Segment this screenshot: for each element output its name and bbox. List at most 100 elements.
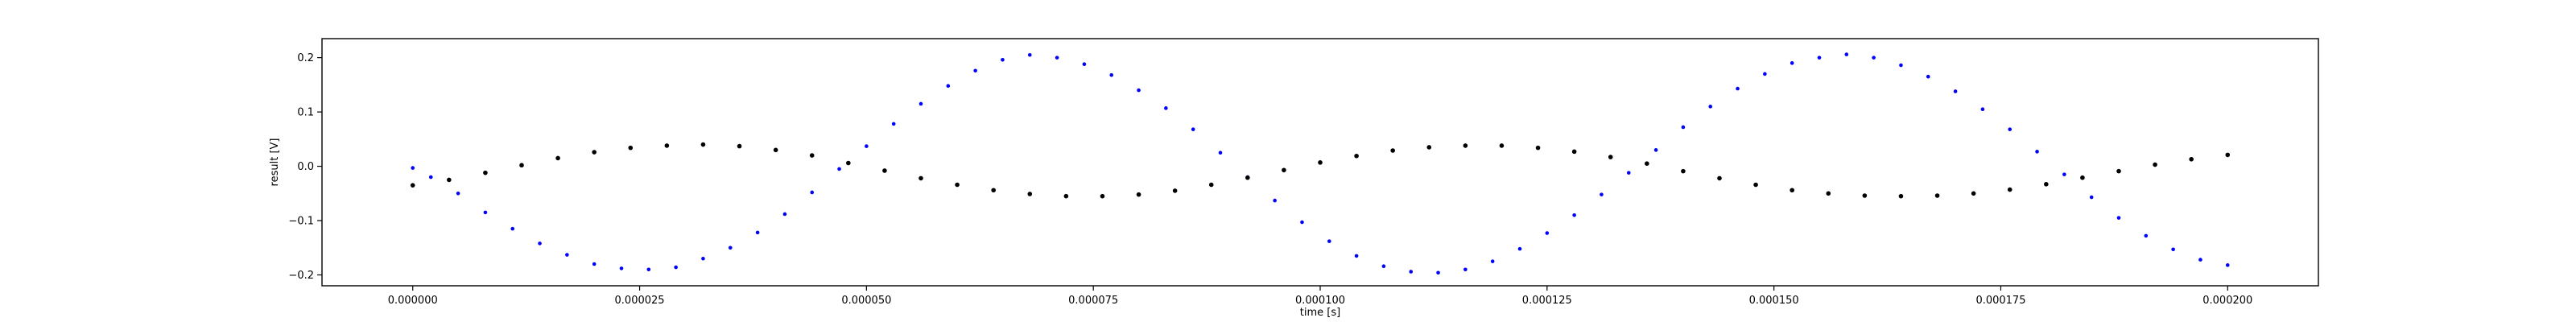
data-point-1-22 — [1208, 182, 1214, 188]
series-layer — [410, 52, 2231, 275]
data-point-1-13 — [882, 168, 887, 173]
data-point-1-25 — [1318, 160, 1323, 165]
data-point-0-44 — [1600, 192, 1604, 196]
data-point-1-18 — [1063, 193, 1069, 199]
data-point-1-6 — [628, 145, 634, 151]
data-point-1-15 — [955, 182, 960, 188]
data-point-0-14 — [782, 212, 787, 217]
data-point-0-10 — [674, 265, 678, 270]
data-point-0-40 — [1490, 259, 1495, 263]
data-point-0-9 — [646, 267, 651, 272]
y-tick-label: −0.1 — [288, 216, 314, 228]
data-point-1-7 — [664, 143, 670, 148]
data-point-0-36 — [1381, 264, 1386, 269]
data-point-1-0 — [410, 183, 415, 188]
data-point-0-45 — [1626, 171, 1631, 175]
data-point-0-58 — [1980, 107, 1985, 112]
data-point-0-17 — [865, 144, 869, 148]
data-point-0-63 — [2116, 216, 2121, 220]
data-point-0-67 — [2225, 263, 2230, 267]
data-point-0-22 — [1001, 58, 1005, 62]
y-tick-label: 0.0 — [297, 161, 314, 173]
data-point-1-21 — [1172, 188, 1178, 193]
data-point-0-26 — [1109, 72, 1114, 77]
data-point-1-45 — [2044, 182, 2049, 187]
data-point-0-29 — [1191, 127, 1195, 131]
data-point-0-19 — [919, 101, 923, 106]
y-axis-label: result [V] — [269, 138, 281, 187]
data-point-1-3 — [519, 163, 524, 168]
series-1 — [410, 142, 2231, 199]
series-0 — [411, 52, 2230, 275]
data-point-0-42 — [1545, 231, 1550, 235]
data-point-1-48 — [2153, 162, 2157, 167]
data-point-1-26 — [1354, 153, 1359, 159]
data-point-0-13 — [755, 230, 760, 235]
data-point-0-54 — [1872, 56, 1876, 60]
data-point-0-49 — [1736, 86, 1740, 91]
data-point-1-32 — [1571, 149, 1577, 155]
data-point-0-7 — [592, 262, 597, 266]
data-point-0-11 — [701, 256, 705, 261]
x-tick-label: 0.000150 — [1749, 295, 1799, 307]
data-point-0-56 — [1926, 74, 1930, 79]
data-point-0-53 — [1844, 52, 1849, 56]
data-point-0-43 — [1572, 213, 1576, 217]
data-point-1-11 — [809, 153, 815, 158]
data-point-1-23 — [1245, 175, 1250, 180]
data-point-0-66 — [2198, 258, 2202, 262]
data-point-1-16 — [991, 188, 996, 193]
y-tick-label: −0.2 — [288, 270, 314, 282]
x-tick-label: 0.000050 — [841, 295, 891, 307]
data-point-0-25 — [1082, 62, 1087, 67]
data-point-0-57 — [1953, 89, 1958, 93]
data-point-0-20 — [946, 84, 951, 88]
data-point-1-42 — [1934, 193, 1940, 198]
data-point-0-51 — [1790, 61, 1794, 65]
data-point-1-44 — [2007, 187, 2013, 192]
data-point-1-39 — [1826, 191, 1831, 196]
data-point-0-4 — [510, 226, 515, 231]
data-point-0-18 — [891, 122, 896, 126]
data-point-1-17 — [1027, 192, 1033, 196]
data-point-0-35 — [1354, 254, 1359, 258]
data-point-0-59 — [2008, 127, 2013, 131]
data-point-0-55 — [1899, 63, 1903, 68]
data-point-1-43 — [1971, 191, 1976, 196]
x-axis: 0.000000 0.000025 0.000050 0.000075 0.000100… — [388, 286, 2252, 307]
data-point-0-16 — [837, 167, 841, 171]
data-point-0-46 — [1653, 148, 1658, 152]
data-point-0-27 — [1137, 88, 1141, 93]
data-point-1-50 — [2225, 152, 2231, 158]
data-point-1-12 — [846, 160, 851, 166]
data-point-0-62 — [2089, 195, 2094, 200]
x-tick-label: 0.000075 — [1068, 295, 1118, 307]
data-point-0-38 — [1436, 270, 1440, 275]
data-point-0-34 — [1327, 239, 1331, 243]
data-point-0-37 — [1409, 270, 1414, 274]
x-axis-label: time [s] — [1300, 307, 1340, 319]
data-point-0-6 — [565, 253, 569, 257]
data-point-1-38 — [1790, 188, 1794, 193]
x-tick-label: 0.000025 — [615, 295, 665, 307]
data-point-1-19 — [1100, 193, 1105, 199]
data-point-1-9 — [737, 143, 742, 149]
data-point-0-21 — [973, 68, 977, 73]
data-point-0-12 — [728, 246, 733, 250]
data-point-1-20 — [1136, 192, 1141, 197]
data-point-0-1 — [428, 175, 433, 180]
x-tick-label: 0.000000 — [388, 295, 438, 307]
data-point-1-8 — [700, 142, 706, 147]
data-point-1-5 — [592, 150, 597, 155]
data-point-0-30 — [1218, 151, 1223, 155]
data-point-0-24 — [1055, 56, 1059, 60]
data-point-1-1 — [447, 177, 452, 183]
y-axis: −0.2 −0.1 0.0 0.1 0.2 — [288, 52, 322, 282]
data-point-0-3 — [483, 210, 488, 215]
data-point-1-28 — [1426, 145, 1432, 150]
data-point-1-41 — [1898, 193, 1904, 199]
data-point-0-0 — [411, 166, 415, 170]
data-point-1-4 — [555, 155, 560, 161]
data-point-1-30 — [1499, 143, 1505, 148]
data-point-0-52 — [1817, 56, 1822, 60]
